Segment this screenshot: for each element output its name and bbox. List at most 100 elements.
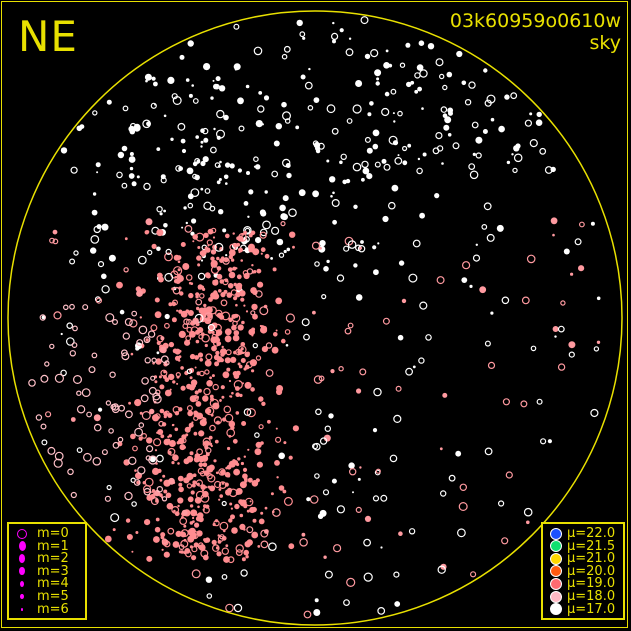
star-marker	[221, 500, 227, 507]
star-marker	[131, 550, 134, 553]
star-marker	[182, 263, 190, 270]
star-marker	[194, 355, 200, 360]
star-marker	[124, 491, 133, 501]
star-marker	[131, 501, 137, 507]
star-marker	[339, 160, 343, 165]
star-marker	[472, 254, 481, 262]
star-marker	[106, 484, 112, 491]
star-marker	[195, 298, 203, 306]
star-marker	[135, 342, 142, 350]
star-marker	[275, 436, 282, 443]
star-marker	[70, 417, 76, 422]
star-marker	[94, 296, 101, 303]
star-marker	[239, 523, 246, 531]
star-marker	[174, 511, 180, 517]
star-marker	[435, 58, 444, 67]
star-marker	[157, 429, 164, 435]
star-marker	[284, 118, 291, 124]
star-marker	[128, 401, 132, 405]
star-marker	[210, 413, 214, 417]
star-marker	[188, 292, 194, 299]
star-marker	[278, 252, 285, 258]
star-marker	[239, 481, 247, 489]
star-marker	[225, 254, 228, 257]
star-marker	[209, 485, 216, 492]
star-marker	[196, 255, 202, 261]
star-marker	[163, 415, 167, 419]
star-marker	[129, 152, 134, 156]
star-marker	[221, 395, 225, 399]
star-marker	[136, 290, 143, 297]
star-marker	[251, 531, 259, 539]
star-marker	[245, 555, 249, 559]
star-marker	[355, 506, 362, 513]
star-marker	[236, 274, 242, 280]
star-marker	[52, 229, 58, 235]
star-marker	[267, 419, 271, 424]
star-marker	[373, 269, 379, 276]
star-marker	[181, 148, 187, 154]
star-marker	[161, 548, 164, 551]
star-marker	[200, 249, 207, 256]
star-marker	[250, 310, 256, 316]
star-marker	[161, 538, 168, 545]
star-marker	[452, 142, 460, 150]
star-marker	[177, 504, 180, 508]
star-marker	[189, 330, 196, 338]
star-marker	[280, 213, 288, 220]
star-marker	[194, 366, 197, 369]
star-marker	[164, 313, 170, 320]
star-marker	[289, 231, 296, 238]
star-marker	[251, 369, 255, 373]
star-marker	[416, 64, 424, 71]
star-marker	[221, 311, 231, 321]
star-marker	[372, 143, 379, 150]
star-marker	[242, 473, 248, 480]
star-marker	[468, 81, 476, 89]
star-marker	[455, 450, 462, 457]
star-marker	[173, 266, 183, 276]
star-marker	[91, 209, 98, 216]
star-marker	[146, 555, 153, 562]
mu-legend-item: μ=20.0	[543, 565, 615, 578]
star-marker	[181, 226, 184, 229]
star-marker	[172, 286, 181, 295]
magnitude-legend-item: m=3	[9, 565, 69, 578]
star-marker	[223, 405, 232, 414]
star-marker	[141, 411, 151, 421]
star-marker	[181, 509, 188, 516]
star-marker	[321, 294, 327, 300]
star-marker	[253, 46, 263, 56]
star-marker	[143, 487, 152, 496]
star-marker	[246, 268, 254, 275]
star-marker	[475, 243, 478, 246]
star-marker	[361, 160, 369, 169]
star-marker	[439, 447, 443, 451]
star-marker	[258, 424, 264, 430]
star-marker	[502, 398, 510, 406]
star-marker	[111, 403, 120, 411]
star-marker	[152, 467, 160, 475]
star-marker	[185, 274, 193, 281]
star-marker	[139, 316, 142, 319]
star-marker	[240, 358, 246, 363]
star-marker	[374, 69, 382, 77]
star-marker	[338, 366, 344, 372]
star-marker	[156, 229, 164, 237]
star-marker	[220, 385, 225, 390]
star-marker	[352, 104, 362, 114]
star-marker	[536, 111, 542, 118]
star-marker	[131, 181, 137, 187]
star-marker	[442, 84, 448, 91]
star-marker	[243, 230, 248, 235]
star-marker	[199, 419, 207, 427]
star-marker	[221, 574, 228, 580]
mu-legend-label: μ=22.0	[567, 526, 616, 541]
star-marker	[286, 172, 292, 179]
star-marker	[187, 410, 194, 417]
star-marker	[193, 431, 198, 436]
star-marker	[213, 459, 217, 463]
star-marker	[164, 481, 167, 485]
star-marker	[283, 496, 293, 506]
star-marker	[271, 170, 279, 178]
